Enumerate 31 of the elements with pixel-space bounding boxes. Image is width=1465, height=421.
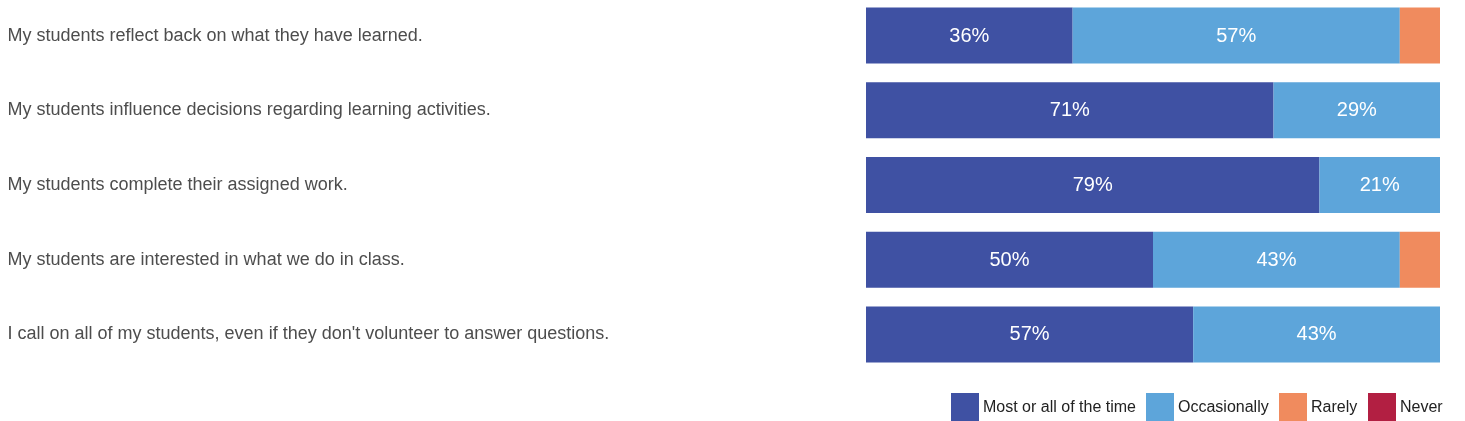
data-label: 43% [1296, 322, 1337, 345]
legend-label: Rarely [1311, 398, 1358, 415]
y-tick-label: My students influence decisions regarding learning activities. [7, 99, 491, 120]
bar [866, 231, 1153, 288]
y-tick-label: My students are interested in what we do in class. [7, 248, 405, 269]
data-label: 50% [989, 247, 1030, 270]
data-label: 71% [1049, 98, 1090, 121]
bar [1399, 231, 1440, 288]
bar [866, 156, 1320, 214]
bar [1399, 7, 1440, 64]
data-label: 29% [1336, 98, 1377, 121]
y-tick-label: I call on all of my students, even if they don't volunteer to answer questions. [7, 323, 610, 344]
bar [866, 82, 1274, 139]
bar [866, 306, 1194, 363]
data-label: 43% [1256, 247, 1297, 270]
legend-label: Most or all of the time [983, 398, 1137, 415]
data-label: 57% [1009, 322, 1050, 345]
y-tick-label: My students complete their assigned work. [7, 174, 348, 194]
bar [1273, 82, 1440, 139]
data-label: 79% [1072, 173, 1113, 195]
legend-label: Never [1400, 398, 1444, 415]
bar [866, 7, 1073, 64]
data-label: 36% [949, 23, 990, 46]
legend-label: Occasionally [1178, 398, 1269, 415]
y-tick-label: My students reflect back on what they have learned. [7, 24, 423, 45]
bar [1153, 231, 1400, 288]
data-label: 21% [1359, 173, 1400, 195]
data-label: 57% [1216, 23, 1257, 46]
bar [1193, 306, 1440, 363]
bar [1072, 7, 1400, 64]
bar [1319, 156, 1440, 214]
